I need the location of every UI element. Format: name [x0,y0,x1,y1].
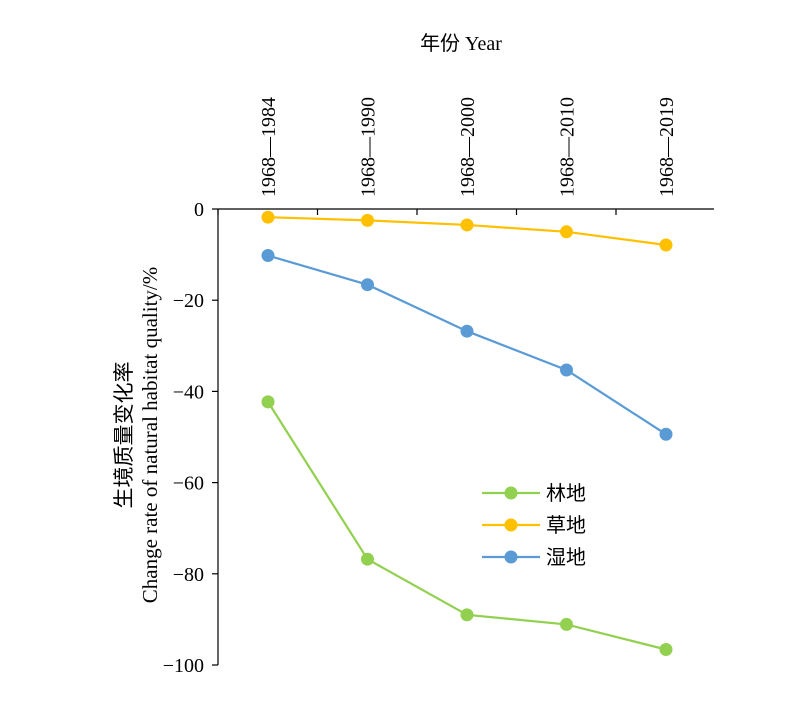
data-point [361,213,374,227]
data-point [261,210,275,224]
y-axis-title-group: 生境质量变化率 Change rate of natural habitat q… [112,267,162,603]
data-point [261,395,275,409]
data-point [460,324,474,338]
x-tick-label: 1968—2019 [656,97,678,197]
data-point [361,552,374,566]
x-tick-label: 1968—2010 [557,97,579,197]
legend-label: 草地 [546,514,586,537]
y-tick-label: −60 [173,473,204,495]
y-axis-title-en: Change rate of natural habitat quality/% [138,267,162,603]
data-point [560,363,573,377]
x-axis-title: 年份 Year [420,32,502,55]
data-point [659,238,673,252]
series-line [267,254,667,436]
y-tick-label: −100 [163,655,204,677]
data-point [261,249,275,263]
data-point [361,278,374,292]
x-tick-label: 1968—2000 [457,97,479,197]
legend-label: 林地 [546,482,586,505]
data-point [659,427,673,441]
legend-marker [504,550,518,564]
legend-marker [504,486,518,500]
data-point [560,225,573,239]
data-point [460,608,474,622]
legend-label: 湿地 [546,546,586,569]
x-tick-label: 1968—1984 [258,97,280,197]
data-point [460,218,474,232]
data-point [659,642,673,656]
y-tick-label: −80 [173,564,204,586]
data-point [560,617,573,631]
y-tick-label: −20 [173,290,204,312]
y-tick-label: 0 [194,199,204,221]
x-tick-label: 1968—1990 [358,97,380,197]
y-tick-label: −40 [173,381,204,403]
legend-marker [504,518,518,532]
y-axis-title-cn: 生境质量变化率 [112,362,136,509]
